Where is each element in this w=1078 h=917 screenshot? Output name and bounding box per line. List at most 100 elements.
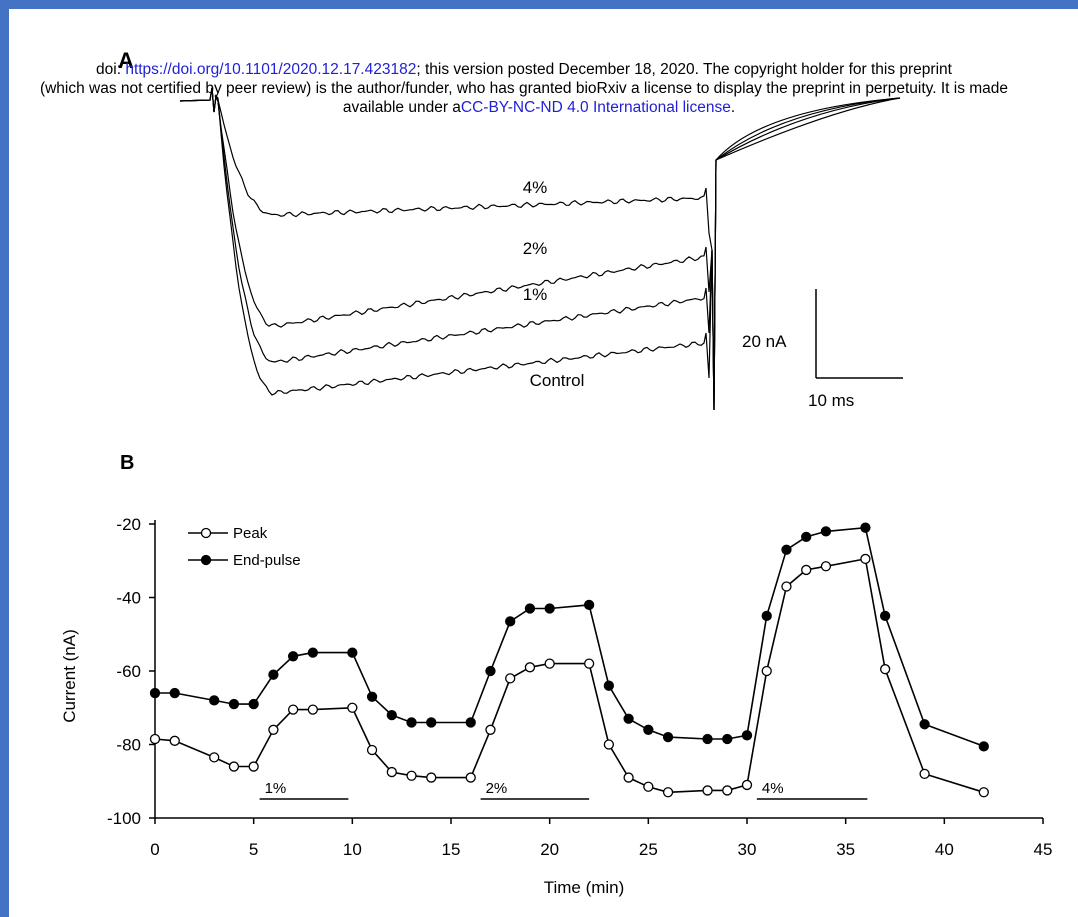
treatment-bar-label: 2% bbox=[486, 780, 508, 797]
data-point-peak bbox=[347, 702, 358, 713]
x-tick-label: 15 bbox=[442, 840, 461, 859]
data-point-peak bbox=[978, 787, 989, 798]
x-tick-label: 30 bbox=[738, 840, 757, 859]
data-point-end-pulse bbox=[623, 713, 634, 724]
data-point-end-pulse bbox=[662, 732, 674, 743]
y-tick-label: -80 bbox=[116, 736, 141, 755]
trace-1 bbox=[179, 87, 901, 411]
data-point-end-pulse bbox=[820, 526, 832, 537]
frame-left-border bbox=[0, 0, 9, 917]
data-point-end-pulse bbox=[386, 709, 397, 721]
data-point-peak bbox=[268, 724, 279, 735]
data-point-end-pulse bbox=[781, 544, 792, 555]
data-point-peak bbox=[485, 724, 496, 735]
data-point-peak bbox=[643, 781, 654, 792]
data-point-peak bbox=[741, 779, 753, 791]
y-tick-label: -40 bbox=[116, 589, 141, 608]
y-tick-label: -100 bbox=[107, 809, 141, 828]
data-point-peak bbox=[524, 662, 536, 673]
y-tick-label: -60 bbox=[116, 662, 141, 681]
data-point-end-pulse bbox=[426, 717, 437, 728]
treatment-bar-label: 4% bbox=[762, 780, 784, 797]
data-point-peak bbox=[149, 733, 161, 745]
data-point-end-pulse bbox=[268, 669, 279, 680]
data-point-end-pulse bbox=[761, 610, 772, 622]
data-point-peak bbox=[722, 785, 733, 796]
x-tick-label: 25 bbox=[639, 840, 658, 859]
data-point-end-pulse bbox=[801, 531, 812, 543]
legend-label: Peak bbox=[233, 525, 268, 542]
data-point-end-pulse bbox=[722, 733, 733, 745]
doi-prefix: doi: bbox=[96, 61, 126, 78]
data-point-end-pulse bbox=[879, 610, 891, 622]
scale-bar-current-label: 20 nA bbox=[742, 332, 787, 351]
data-point-end-pulse bbox=[919, 719, 930, 730]
x-tick-label: 20 bbox=[540, 840, 559, 859]
preprint-banner-line-1: doi: https://doi.org/10.1101/2020.12.17.… bbox=[0, 61, 1078, 79]
legend-label: End-pulse bbox=[233, 552, 301, 569]
data-point-end-pulse bbox=[228, 698, 240, 710]
data-point-end-pulse bbox=[603, 680, 615, 691]
data-point-peak bbox=[386, 766, 397, 778]
preprint-banner-line-2: (which was not certified by peer review)… bbox=[39, 80, 1009, 97]
data-point-end-pulse bbox=[524, 603, 536, 614]
data-point-end-pulse bbox=[406, 717, 417, 728]
data-point-peak bbox=[169, 735, 180, 746]
license-prefix: available under a bbox=[342, 99, 461, 116]
data-point-end-pulse bbox=[860, 522, 871, 533]
data-point-peak bbox=[426, 772, 437, 783]
data-point-peak bbox=[307, 704, 319, 715]
series-line-end-pulse bbox=[155, 526, 985, 748]
data-point-peak bbox=[228, 761, 240, 772]
data-point-peak bbox=[209, 752, 220, 763]
y-tick-label: -20 bbox=[116, 515, 141, 534]
x-axis-label: Time (min) bbox=[544, 878, 625, 897]
series-line-peak bbox=[154, 557, 985, 794]
y-axis-label: Current (nA) bbox=[60, 629, 79, 723]
trace-label-0: 4% bbox=[523, 178, 548, 197]
data-point-peak bbox=[287, 704, 299, 715]
data-point-peak bbox=[544, 658, 555, 669]
data-point-end-pulse bbox=[465, 717, 476, 728]
doi-link[interactable]: https://doi.org/10.1101/2020.12.17.42318… bbox=[125, 61, 417, 78]
data-point-end-pulse bbox=[347, 647, 358, 658]
trace-label-2: 1% bbox=[523, 285, 548, 304]
data-point-peak bbox=[801, 564, 812, 576]
trace-label-3: Control bbox=[530, 371, 585, 390]
data-point-peak bbox=[465, 772, 476, 783]
trace-2 bbox=[179, 87, 901, 411]
data-point-end-pulse bbox=[287, 651, 299, 662]
data-point-end-pulse bbox=[505, 616, 516, 627]
legend-swatch-marker bbox=[200, 554, 212, 566]
x-tick-label: 40 bbox=[935, 840, 954, 859]
data-point-peak bbox=[583, 658, 595, 669]
data-point-end-pulse bbox=[307, 647, 319, 658]
trace-label-1: 2% bbox=[523, 239, 548, 258]
data-point-peak bbox=[366, 744, 378, 756]
data-point-peak bbox=[702, 785, 713, 796]
data-point-end-pulse bbox=[583, 599, 595, 610]
data-point-end-pulse bbox=[741, 730, 753, 741]
trace-0 bbox=[179, 87, 901, 411]
scale-bar-time-label: 10 ms bbox=[808, 391, 854, 410]
frame-top-border bbox=[0, 0, 1078, 9]
x-tick-label: 0 bbox=[150, 840, 159, 859]
data-point-end-pulse bbox=[643, 724, 654, 735]
data-point-end-pulse bbox=[169, 687, 180, 699]
data-point-peak bbox=[623, 772, 634, 783]
x-tick-label: 5 bbox=[249, 840, 258, 859]
panel-b-label: B bbox=[120, 452, 134, 474]
data-point-peak bbox=[919, 768, 930, 780]
data-point-peak bbox=[248, 761, 259, 772]
data-point-peak bbox=[820, 561, 832, 572]
data-point-end-pulse bbox=[544, 603, 555, 614]
trace-3 bbox=[179, 87, 901, 411]
panel-a-label: A bbox=[118, 48, 134, 73]
treatment-bar-label: 1% bbox=[265, 780, 287, 797]
data-point-peak bbox=[603, 739, 615, 750]
license-suffix: . bbox=[730, 99, 736, 116]
data-point-end-pulse bbox=[149, 687, 161, 699]
license-link[interactable]: CC-BY-NC-ND 4.0 International license bbox=[460, 99, 731, 116]
